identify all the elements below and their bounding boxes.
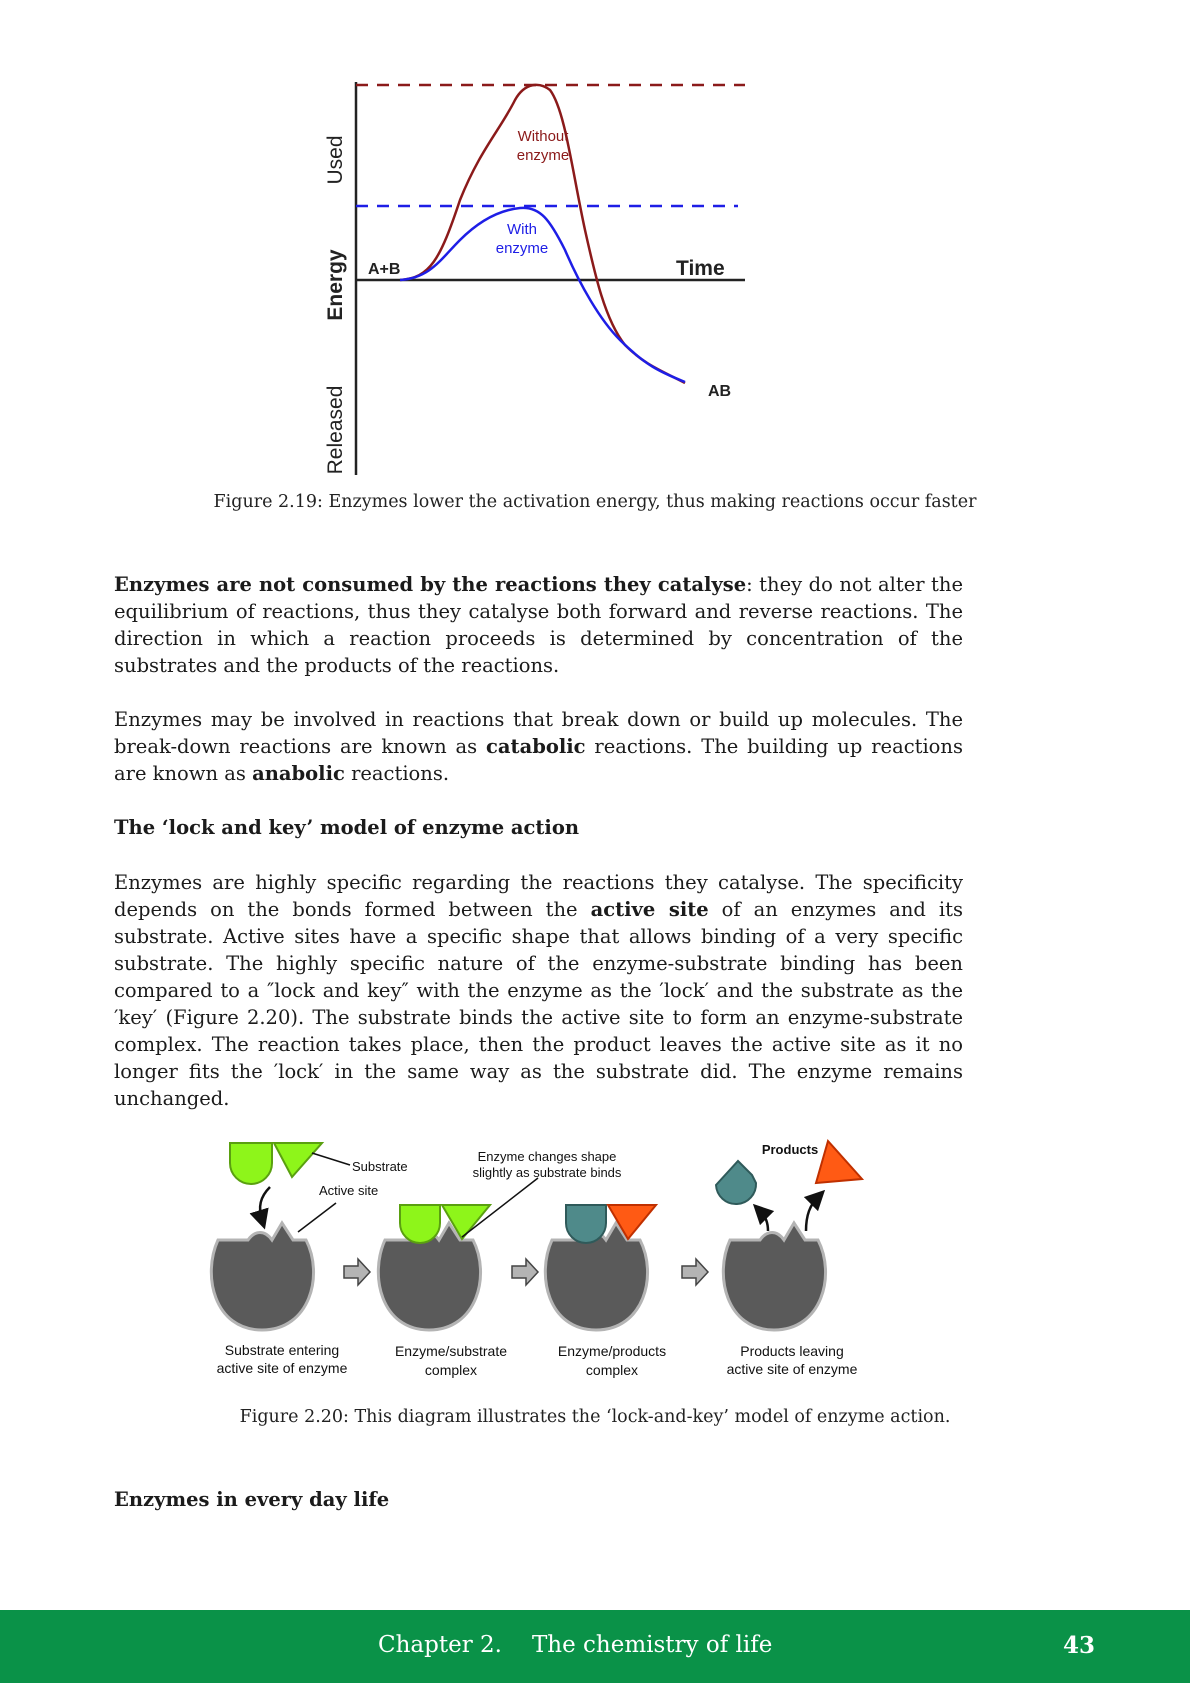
figure-2-20-caption: Figure 2.20: This diagram illustrates th… [0, 1407, 1190, 1427]
shape-change-label-2: slightly as substrate binds [473, 1165, 622, 1180]
bold-term-active-site: active site [591, 898, 709, 921]
activation-energy-diagram: Released Energy Used A+B Time AB Without… [300, 60, 760, 490]
page-number: 43 [1063, 1632, 1095, 1659]
reactants-label: A+B [368, 261, 400, 278]
paragraph-specificity: Enzymes are highly specific regarding th… [114, 869, 963, 1112]
active-site-label: Active site [319, 1183, 378, 1198]
products-label: Products [762, 1142, 818, 1157]
step-arrow-2 [512, 1259, 538, 1285]
product-label: AB [708, 383, 731, 400]
bold-phrase: Enzymes are not consumed by the reaction… [114, 573, 746, 596]
step-1-label-1: Substrate entering [225, 1342, 339, 1358]
figure-2-19-caption: Figure 2.19: Enzymes lower the activatio… [0, 492, 1190, 512]
enter-arrow [260, 1187, 270, 1220]
without-enzyme-label-2: enzyme [517, 147, 570, 164]
step-4-label-2: active site of enzyme [727, 1361, 858, 1377]
substrate-label: Substrate [352, 1159, 408, 1174]
lock-and-key-figure: Substrate Active site Enzyme changes sha… [200, 1135, 880, 1385]
enzyme-shape-4 [723, 1223, 825, 1330]
step-1-label-2: active site of enzyme [217, 1360, 348, 1376]
energy-label: Energy [324, 249, 347, 321]
substrate-pointer [312, 1153, 350, 1165]
step-2-label-1: Enzyme/substrate [395, 1343, 507, 1359]
paragraph-not-consumed: Enzymes are not consumed by the reaction… [114, 571, 963, 679]
enzyme-shape-1 [211, 1223, 313, 1330]
step-3-label-1: Enzyme/products [558, 1343, 666, 1359]
substrate-shape-1 [230, 1143, 322, 1184]
active-site-pointer [298, 1203, 336, 1232]
page-footer: Chapter 2. The chemistry of life 43 [0, 1610, 1190, 1683]
released-label: Released [324, 386, 347, 475]
lock-and-key-diagram: Substrate Active site Enzyme changes sha… [200, 1135, 880, 1385]
paragraph-text: reactions. [345, 762, 449, 785]
with-enzyme-label-1: With [507, 221, 537, 238]
chapter-title: Chapter 2. The chemistry of life [378, 1632, 802, 1658]
used-label: Used [324, 135, 347, 184]
paragraph-text: of an enzymes and its substrate. Active … [114, 898, 963, 1110]
chapter-number: Chapter 2. [378, 1632, 502, 1658]
leave-arrow-1 [760, 1211, 768, 1231]
step-2-label-2: complex [425, 1362, 477, 1378]
paragraph-catabolic-anabolic: Enzymes may be involved in reactions tha… [114, 706, 963, 787]
step-3-label-2: complex [586, 1362, 638, 1378]
bold-term-anabolic: anabolic [252, 762, 345, 785]
shape-change-label-1: Enzyme changes shape [478, 1149, 617, 1164]
time-label: Time [676, 257, 725, 280]
activation-energy-figure: Released Energy Used A+B Time AB Without… [300, 60, 760, 490]
with-enzyme-curve [400, 208, 685, 382]
step-4-label-1: Products leaving [740, 1343, 844, 1359]
without-enzyme-label-1: Without [518, 128, 570, 145]
bold-term-catabolic: catabolic [486, 735, 585, 758]
with-enzyme-label-2: enzyme [496, 240, 549, 257]
product-red-leaving [816, 1141, 862, 1183]
leave-arrow-2 [806, 1197, 818, 1231]
heading-everyday-life: Enzymes in every day life [114, 1488, 389, 1511]
step-arrow-1 [344, 1259, 370, 1285]
step-arrow-3 [682, 1259, 708, 1285]
chapter-name: The chemistry of life [532, 1632, 772, 1658]
product-teal-leaving [716, 1161, 756, 1204]
heading-lock-and-key: The ‘lock and key’ model of enzyme actio… [114, 816, 579, 839]
